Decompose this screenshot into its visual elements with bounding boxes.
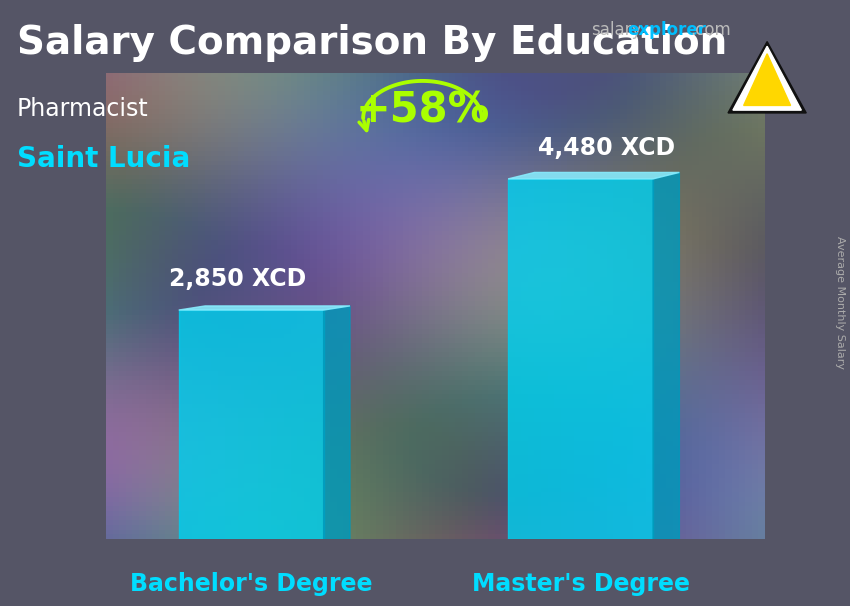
Polygon shape	[653, 173, 679, 539]
Text: 4,480 XCD: 4,480 XCD	[538, 136, 676, 160]
Text: salary: salary	[591, 21, 641, 39]
Text: Master's Degree: Master's Degree	[472, 572, 689, 596]
Polygon shape	[508, 173, 679, 179]
Text: Pharmacist: Pharmacist	[17, 97, 149, 121]
Polygon shape	[178, 310, 324, 539]
Polygon shape	[728, 42, 806, 113]
Polygon shape	[178, 306, 350, 310]
Text: Bachelor's Degree: Bachelor's Degree	[130, 572, 372, 596]
Text: Salary Comparison By Education: Salary Comparison By Education	[17, 24, 728, 62]
Text: .com: .com	[690, 21, 731, 39]
Text: explorer: explorer	[627, 21, 706, 39]
Text: 2,850 XCD: 2,850 XCD	[169, 267, 307, 291]
Text: +58%: +58%	[355, 90, 490, 132]
Text: Saint Lucia: Saint Lucia	[17, 145, 190, 173]
Polygon shape	[324, 306, 350, 539]
Text: Average Monthly Salary: Average Monthly Salary	[835, 236, 845, 370]
Polygon shape	[508, 179, 653, 539]
Polygon shape	[744, 54, 790, 105]
Polygon shape	[733, 46, 802, 110]
